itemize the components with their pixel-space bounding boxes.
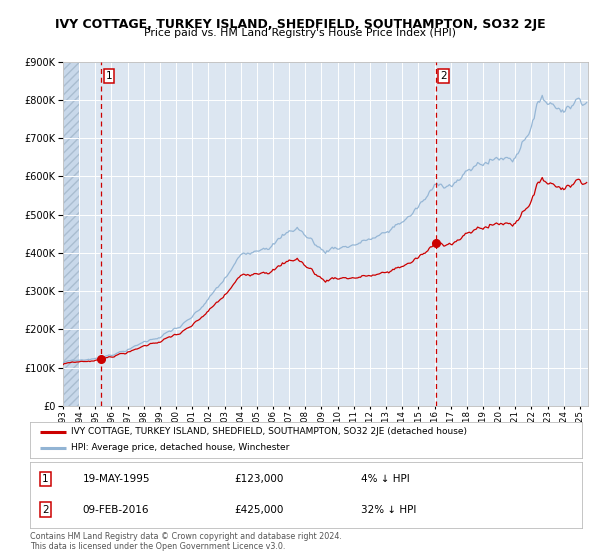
Text: 2: 2 [42, 505, 49, 515]
Text: IVY COTTAGE, TURKEY ISLAND, SHEDFIELD, SOUTHAMPTON, SO32 2JE: IVY COTTAGE, TURKEY ISLAND, SHEDFIELD, S… [55, 18, 545, 31]
Text: 4% ↓ HPI: 4% ↓ HPI [361, 474, 410, 484]
Text: £123,000: £123,000 [234, 474, 284, 484]
Text: 19-MAY-1995: 19-MAY-1995 [82, 474, 150, 484]
Text: 1: 1 [106, 71, 112, 81]
Text: 32% ↓ HPI: 32% ↓ HPI [361, 505, 416, 515]
Text: 09-FEB-2016: 09-FEB-2016 [82, 505, 149, 515]
Text: £425,000: £425,000 [234, 505, 284, 515]
Text: HPI: Average price, detached house, Winchester: HPI: Average price, detached house, Winc… [71, 444, 290, 452]
Text: Contains HM Land Registry data © Crown copyright and database right 2024.
This d: Contains HM Land Registry data © Crown c… [30, 532, 342, 552]
Text: 2: 2 [440, 71, 447, 81]
Text: 1: 1 [42, 474, 49, 484]
Text: IVY COTTAGE, TURKEY ISLAND, SHEDFIELD, SOUTHAMPTON, SO32 2JE (detached house): IVY COTTAGE, TURKEY ISLAND, SHEDFIELD, S… [71, 427, 467, 436]
Text: Price paid vs. HM Land Registry's House Price Index (HPI): Price paid vs. HM Land Registry's House … [144, 28, 456, 38]
